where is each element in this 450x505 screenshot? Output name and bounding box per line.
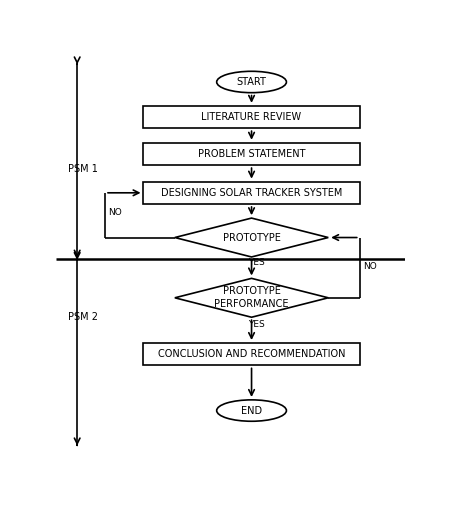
- Polygon shape: [175, 218, 328, 257]
- Text: START: START: [237, 77, 266, 87]
- FancyBboxPatch shape: [144, 343, 360, 366]
- FancyBboxPatch shape: [144, 106, 360, 128]
- Text: PROTOTYPE
PERFORMANCE: PROTOTYPE PERFORMANCE: [214, 286, 289, 310]
- Text: CONCLUSION AND RECOMMENDATION: CONCLUSION AND RECOMMENDATION: [158, 349, 345, 359]
- Text: DESIGNING SOLAR TRACKER SYSTEM: DESIGNING SOLAR TRACKER SYSTEM: [161, 188, 342, 198]
- Text: LITERATURE REVIEW: LITERATURE REVIEW: [202, 112, 302, 122]
- Text: PROBLEM STATEMENT: PROBLEM STATEMENT: [198, 149, 305, 159]
- Polygon shape: [175, 278, 328, 317]
- Text: PSM 1: PSM 1: [68, 165, 99, 175]
- Text: PROTOTYPE: PROTOTYPE: [223, 232, 280, 242]
- FancyBboxPatch shape: [144, 181, 360, 204]
- FancyBboxPatch shape: [144, 142, 360, 165]
- Ellipse shape: [217, 400, 287, 421]
- Text: NO: NO: [363, 262, 377, 271]
- Ellipse shape: [217, 71, 287, 93]
- Text: YES: YES: [248, 320, 265, 329]
- Text: END: END: [241, 406, 262, 416]
- Text: PSM 2: PSM 2: [68, 312, 99, 322]
- Text: YES: YES: [248, 258, 265, 267]
- Text: NO: NO: [108, 208, 122, 217]
